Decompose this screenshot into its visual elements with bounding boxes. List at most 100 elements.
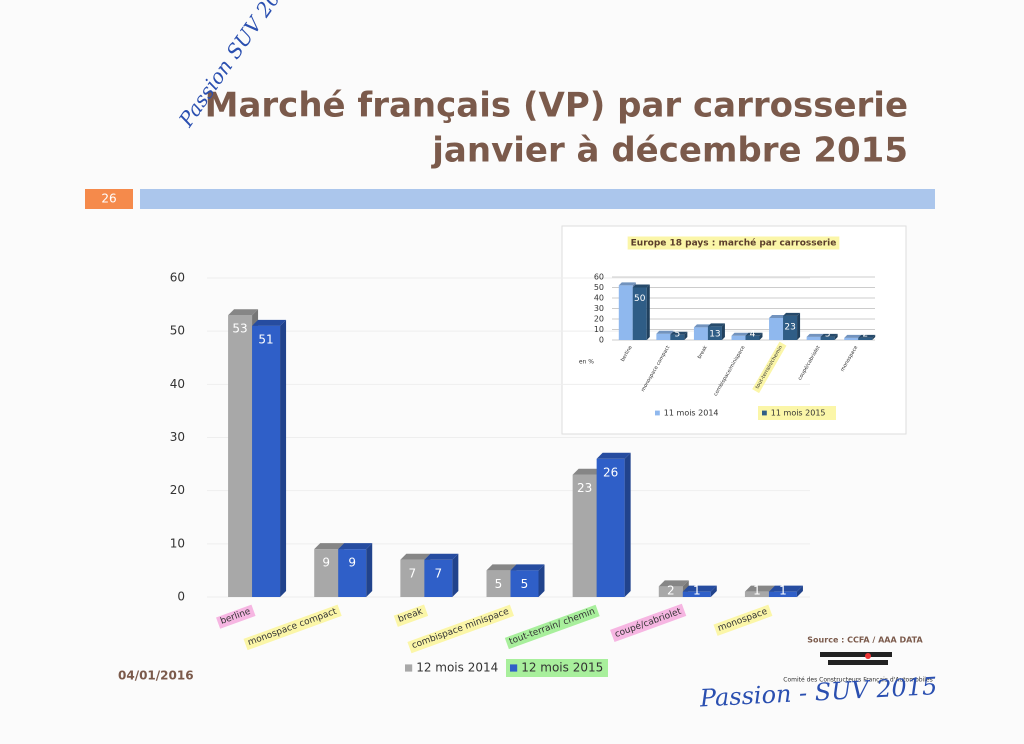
bar-top [618, 282, 636, 286]
bar-top [656, 330, 674, 334]
highlight [216, 604, 256, 629]
bar-top [632, 284, 650, 288]
bar-side [796, 585, 803, 597]
bar-top [783, 312, 801, 316]
bar [744, 591, 769, 597]
bar [400, 559, 425, 597]
bar [858, 337, 873, 340]
bar-top [596, 452, 631, 459]
highlight [407, 604, 514, 654]
logo-text: Comité des Constructeurs Français d'Auto… [783, 677, 932, 684]
bar-top [858, 334, 876, 338]
legend-label: 11 mois 2014 [664, 409, 719, 418]
logo [820, 652, 892, 665]
data-label: 2 [667, 584, 675, 598]
y-tick-label: 30 [594, 304, 604, 313]
data-label: 26 [603, 465, 618, 479]
bar [338, 549, 367, 597]
bar-side [759, 332, 763, 340]
bar [806, 336, 821, 340]
bar [314, 549, 339, 597]
bar [768, 591, 797, 597]
bar [510, 570, 539, 597]
highlight [627, 236, 840, 250]
bar [572, 474, 597, 597]
bar-top [338, 543, 373, 550]
y-tick-label: 0 [599, 336, 604, 345]
bar-side [538, 564, 545, 597]
y-axis-label: en % [579, 359, 594, 366]
bar-top [252, 319, 287, 326]
bar-top [768, 585, 803, 592]
bar-side [684, 331, 688, 340]
bar-top [400, 553, 431, 560]
data-label: 1 [753, 584, 761, 598]
legend-label: 12 mois 2014 [416, 661, 498, 675]
bar-top [682, 585, 717, 592]
bar [632, 287, 647, 340]
bar [783, 315, 798, 340]
bar-side [834, 333, 838, 340]
y-tick-label: 10 [594, 325, 604, 334]
bar [693, 327, 708, 340]
bar [596, 458, 625, 597]
bar-side [721, 323, 725, 340]
y-tick-label: 40 [170, 377, 185, 391]
highlight [506, 659, 608, 677]
bar [252, 325, 281, 597]
y-tick-label: 20 [170, 483, 185, 497]
bar-side [280, 319, 287, 597]
y-tick-label: 0 [177, 590, 185, 604]
data-label: 3 [825, 330, 831, 340]
bar-top [510, 564, 545, 571]
bar-top [769, 314, 787, 318]
highlight [393, 604, 429, 627]
data-label: 13 [709, 330, 720, 340]
bar [658, 586, 683, 597]
header-bar [140, 189, 935, 209]
bar-side [366, 543, 373, 597]
bar [745, 335, 760, 340]
bar [707, 326, 722, 340]
bar-side [797, 312, 801, 340]
page-number: 26 [101, 192, 116, 206]
highlight [504, 604, 600, 650]
highlight [752, 341, 787, 394]
bar-top [424, 553, 459, 560]
page-number-box [85, 189, 133, 209]
bar [844, 337, 859, 340]
bar-top [820, 333, 838, 337]
inset-title: Europe 18 pays : marché par carrosserie [631, 238, 837, 249]
bar [656, 333, 671, 340]
y-tick-label: 10 [170, 536, 185, 550]
bar [618, 285, 633, 340]
bar-top [572, 468, 603, 475]
bar-top [744, 585, 775, 592]
highlight [243, 604, 342, 651]
legend-label: 11 mois 2015 [771, 409, 826, 418]
bar-top [745, 332, 763, 336]
bar [486, 570, 511, 597]
highlight [758, 406, 836, 420]
bar [670, 334, 685, 340]
bar [769, 317, 784, 340]
source: Source : CCFA / AAA DATA [807, 636, 923, 645]
bar-side [452, 553, 459, 597]
y-tick-label: 50 [170, 324, 185, 338]
data-label: 1 [779, 584, 787, 598]
data-label: 5 [495, 577, 503, 591]
y-tick-label: 30 [170, 430, 185, 444]
bar-top [670, 331, 688, 335]
highlight [713, 604, 773, 636]
highlight [610, 603, 687, 643]
title-line: Marché français (VP) par carrosserie [205, 86, 908, 126]
bar-top [228, 309, 259, 316]
data-label: 9 [348, 556, 356, 570]
data-label: 9 [322, 556, 330, 570]
bar-side [710, 585, 717, 597]
data-label: 7 [435, 566, 443, 580]
legend-swatch [405, 664, 413, 672]
bar-side [646, 284, 650, 340]
data-label: 5 [521, 577, 529, 591]
